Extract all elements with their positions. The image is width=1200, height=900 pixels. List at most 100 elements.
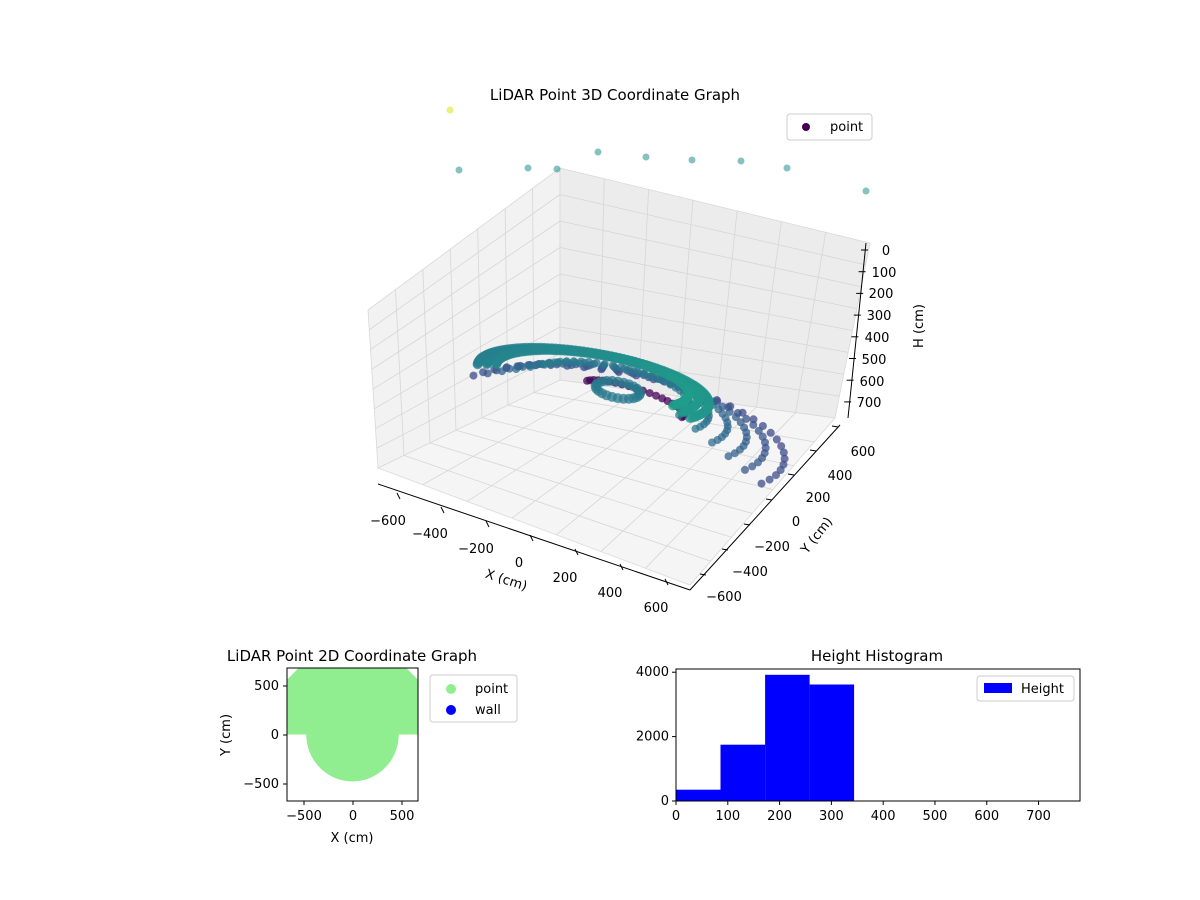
lidar-point-3d	[765, 475, 774, 484]
y-tick-label: 200	[806, 491, 831, 506]
lidar-point-3d	[754, 458, 762, 467]
lidar-point-3d	[608, 361, 617, 370]
lidar-point-3d	[556, 357, 565, 366]
x-tick-label-hist: 600	[974, 809, 999, 824]
histogram-bar	[765, 674, 810, 801]
x-tick-label-2d: 500	[390, 809, 415, 824]
chart-3d-title: LiDAR Point 3D Coordinate Graph	[490, 86, 740, 104]
outlier-point-3d	[688, 156, 696, 164]
y-tick-label: 0	[792, 515, 800, 530]
x-axis-label-2d: X (cm)	[331, 831, 374, 846]
z-tick-label: 300	[867, 309, 892, 324]
x-tick-label-hist: 400	[871, 809, 896, 824]
lidar-point-3d	[592, 358, 601, 367]
z-tick-label: 100	[872, 266, 897, 281]
y-tick-label-hist: 0	[661, 794, 669, 809]
point-region-2d	[287, 668, 418, 782]
lidar-point-3d	[617, 363, 625, 372]
lidar-point-3d	[600, 360, 609, 368]
z-tick-label: 500	[862, 353, 887, 368]
lidar-point-3d	[505, 364, 514, 373]
x-tick-label: −400	[412, 527, 448, 542]
y-tick-label: 600	[851, 445, 876, 460]
histogram-bars	[676, 674, 855, 801]
outlier-point-3d	[524, 164, 532, 172]
lidar-point-3d	[518, 362, 527, 371]
lidar-point-3d	[741, 465, 749, 474]
lidar-point-3d	[569, 357, 578, 366]
point-cloud-3d	[446, 106, 870, 488]
lidar-point-3d	[766, 428, 775, 437]
lidar-point-3d	[731, 413, 740, 422]
lidar-point-3d	[757, 479, 766, 488]
legend-3d-box	[786, 113, 873, 141]
y-axis-label-2d: Y (cm)	[219, 714, 234, 757]
lidar-point-3d	[540, 360, 549, 369]
legend-2d-label-wall: wall	[475, 703, 501, 718]
x-tick-label-hist: 100	[715, 809, 740, 824]
histogram-frame	[675, 668, 1081, 802]
lidar-point-3d	[512, 365, 521, 374]
x-axis-ticks-2d: −500 0 500	[286, 801, 414, 824]
point-region-circle	[306, 687, 399, 782]
lidar-point-3d	[498, 367, 506, 376]
histogram-x-ticks: 0 100 200 300 400 500 600 700	[672, 801, 1051, 824]
y-tick-label-2d: 500	[254, 679, 279, 694]
z-tick-label: 200	[869, 287, 894, 302]
lidar-point-3d	[562, 357, 571, 366]
lidar-point-3d	[725, 407, 734, 416]
z-tick-label: 600	[860, 375, 885, 390]
lidar-point-3d	[577, 357, 585, 366]
lidar-point-3d	[748, 462, 757, 471]
outlier-point-3d	[553, 165, 561, 173]
histogram-legend-box	[976, 675, 1075, 702]
lidar-point-3d	[730, 449, 739, 458]
lidar-point-3d	[691, 424, 700, 433]
y-tick-label-2d: 0	[271, 728, 279, 743]
lidar-point-3d	[601, 390, 612, 401]
lidar-point-3d	[772, 471, 780, 480]
x-tick-label: 400	[598, 586, 623, 601]
y-tick-label-hist: 2000	[636, 730, 669, 745]
lidar-point-3d	[777, 442, 786, 451]
legend-2d-marker-wall	[446, 705, 456, 715]
lidar-point-3d	[780, 454, 789, 463]
lidar-point-3d	[584, 358, 593, 366]
y-tick-label: −200	[754, 540, 790, 555]
lidar-point-3d	[625, 365, 634, 374]
legend-2d: point wall	[429, 674, 518, 723]
lidar-point-3d	[754, 426, 763, 435]
lidar-point-3d	[526, 362, 535, 371]
lidar-point-3d	[749, 420, 758, 429]
histogram-legend-label: Height	[1021, 682, 1064, 697]
lidar-point-3d	[676, 406, 687, 417]
lidar-point-3d	[491, 359, 502, 369]
legend-2d-label-point: point	[475, 682, 508, 697]
y-tick-label: −600	[706, 590, 742, 605]
x-tick-label-hist: 300	[819, 809, 844, 824]
x-tick-label: −200	[458, 542, 494, 557]
x-tick-label-hist: 0	[672, 809, 680, 824]
outlier-point-3d	[642, 153, 650, 161]
lidar-point-3d	[482, 359, 492, 370]
outlier-point-3d	[737, 157, 745, 165]
histogram-bar	[676, 789, 721, 801]
x-axis-ticks: −600 −400 −200 0 200 400 600	[370, 514, 668, 616]
lidar-point-3d	[633, 367, 641, 376]
histogram-bar	[809, 684, 855, 801]
histogram-legend-swatch	[984, 683, 1012, 693]
z-tick-label: 0	[882, 244, 890, 259]
x-tick-label-2d: 0	[349, 809, 357, 824]
legend-3d-marker	[802, 123, 810, 131]
outlier-point-3d	[783, 164, 791, 172]
y-tick-label: 400	[828, 469, 853, 484]
outlier-point-3d	[594, 148, 602, 156]
x-tick-label: 600	[644, 601, 669, 616]
histogram-bar	[720, 744, 765, 801]
chart-3d: LiDAR Point 3D Coordinate Graph −600 −40…	[367, 86, 927, 616]
z-axis-label: H (cm)	[912, 304, 927, 348]
histogram-y-ticks: 0 2000 4000	[636, 665, 676, 809]
chart-2d-title: LiDAR Point 2D Coordinate Graph	[227, 647, 477, 665]
x-tick-label: 0	[515, 556, 523, 571]
